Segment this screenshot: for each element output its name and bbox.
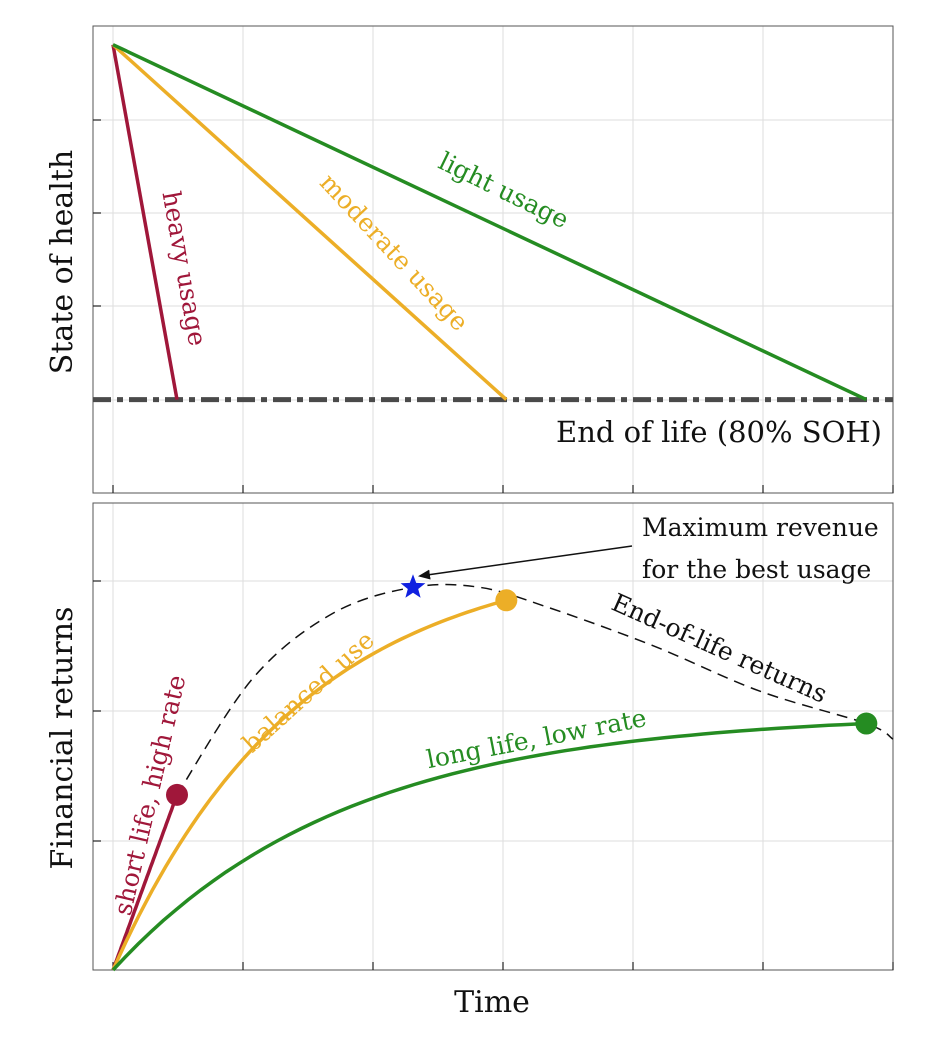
returns-plot-frame <box>92 502 894 971</box>
soh-light-line <box>112 43 868 402</box>
moderate-end-marker <box>495 589 518 612</box>
returns-panel: Maximum revenue for the best usage short… <box>45 502 894 1020</box>
soh-y-axis-label: State of health <box>45 150 80 374</box>
max-revenue-arrow <box>418 545 633 580</box>
end-of-life-label: End of life (80% SOH) <box>556 415 882 449</box>
returns-moderate-curve <box>111 598 507 971</box>
heavy-end-marker <box>166 783 188 806</box>
annotation-line-1: Maximum revenue <box>642 513 879 542</box>
returns-ticks <box>93 580 894 970</box>
x-axis-label: Time <box>454 985 530 1020</box>
eol-returns-label: End-of-life returns <box>607 588 831 709</box>
light-usage-label: light usage <box>434 146 573 234</box>
balanced-use-label: balanced use <box>237 625 380 758</box>
soh-moderate-line <box>111 43 508 401</box>
soh-heavy-line <box>111 44 179 400</box>
light-end-marker <box>855 712 878 735</box>
annotation-line-2: for the best usage <box>642 555 871 584</box>
long-life-label: long life, low rate <box>424 703 649 774</box>
returns-light-curve <box>111 721 867 972</box>
moderate-usage-label: moderate usage <box>314 168 474 337</box>
soh-panel: heavy usage moderate usage light usage E… <box>45 25 894 494</box>
returns-heavy-line <box>111 794 179 971</box>
returns-gridlines <box>93 503 894 970</box>
max-revenue-star-icon <box>400 574 426 598</box>
soh-plot-frame <box>92 25 894 494</box>
returns-y-axis-label: Financial returns <box>45 607 80 870</box>
